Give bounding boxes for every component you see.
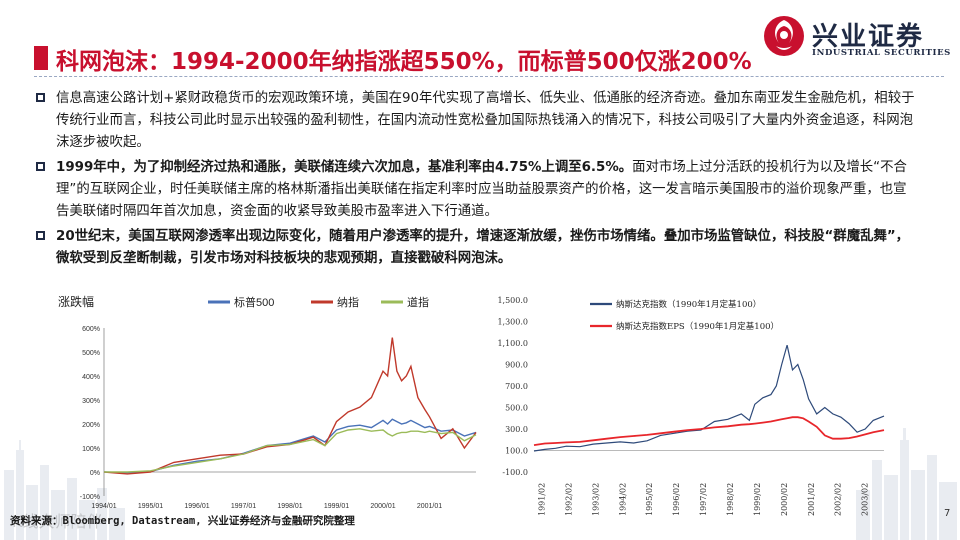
x-tick-group: 2003/02	[861, 483, 870, 516]
x-tick-label: 1996/01	[184, 503, 209, 510]
y-tick-label: 100.0	[505, 447, 528, 456]
y-tick-label: 300.0	[505, 425, 528, 434]
x-tick-label: 2003/02	[861, 483, 870, 516]
page-number: 7	[944, 508, 951, 519]
x-tick-label: 1997/02	[699, 483, 708, 516]
y-tick-label: 1,100.0	[497, 339, 528, 348]
x-tick-label: 2000/01	[370, 503, 395, 510]
x-tick-group: 2001/02	[807, 483, 816, 516]
series-line	[104, 428, 477, 473]
title-divider	[34, 76, 944, 77]
x-tick-label: 1993/02	[591, 483, 600, 516]
x-tick-group: 1993/02	[591, 483, 600, 516]
bullet-text: 信息高速公路计划+紧财政稳货币的宏观政策环境，美国在90年代实现了高增长、低失业…	[56, 91, 915, 150]
series-line	[533, 344, 885, 452]
legend-label: 纳指	[337, 295, 359, 309]
y-tick-label: 200%	[82, 422, 100, 429]
x-tick-label: 1999/02	[753, 483, 762, 516]
y-tick-label: 1,300.0	[497, 318, 528, 327]
x-tick-label: 1996/02	[672, 483, 681, 516]
skyline-decoration	[4, 440, 125, 540]
title-accent-bar	[34, 46, 48, 70]
y-tick-label: 900.0	[505, 361, 528, 370]
y-tick-label: 100%	[82, 446, 100, 453]
chart-nasdaq-vs-eps: -100.0 100.0 300.0 500.0 700.0 900.0 1,100.0 1,…	[497, 296, 885, 516]
bullet-text: 面对市场上过分活跃的投机行为以及增长“不合理”的互联网企业，时任美联储主席的格林…	[56, 160, 907, 219]
x-tick-label: 2001/02	[807, 483, 816, 516]
legend-label: 纳斯达克指数（1990年1月定基100）	[616, 299, 761, 310]
x-tick-group: 1997/02	[699, 483, 708, 516]
x-tick-group: 1996/02	[672, 483, 681, 516]
bullet-item: 1999年中，为了抑制经济过热和通胀，美联储连续六次加息，基准利率由4.75%上…	[36, 157, 916, 223]
x-tick-group: 1991/02	[538, 483, 547, 516]
x-tick-label: 2002/02	[834, 483, 843, 516]
y-tick-label: 700.0	[505, 382, 528, 391]
chart-index-returns: 涨跌幅 标普500 纳指 道指 -100% 0% 100% 200% 300% 400% 500% 6…	[58, 294, 477, 510]
watermark: K线大师陪伴	[12, 512, 103, 531]
bullet-item: 信息高速公路计划+紧财政稳货币的宏观政策环境，美国在90年代实现了高增长、低失业…	[36, 88, 916, 154]
y-tick-label: 400%	[82, 374, 100, 381]
x-tick-group: 1999/02	[753, 483, 762, 516]
y-tick-label: 1,500.0	[497, 296, 528, 305]
bullet-list: 信息高速公路计划+紧财政稳货币的宏观政策环境，美国在90年代实现了高增长、低失业…	[36, 88, 916, 273]
series-line	[103, 337, 477, 475]
series-line	[533, 416, 885, 446]
y-tick-label: 300%	[82, 398, 100, 405]
x-tick-label: 1992/02	[565, 483, 574, 516]
x-tick-label: 1998/02	[726, 483, 735, 516]
legend-label: 标普500	[234, 295, 274, 309]
x-tick-label: 1997/01	[231, 503, 256, 510]
company-logo: 兴业证券 INDUSTRIAL SECURITIES	[762, 14, 952, 62]
source-note: 资料来源：Bloomberg, Datastream, 兴业证券经济与金融研究院…	[10, 515, 355, 527]
x-tick-label: 1991/02	[538, 483, 547, 516]
y-tick-label: -100.0	[502, 468, 528, 477]
x-tick-group: 2002/02	[834, 483, 843, 516]
logo-chinese-name: 兴业证券	[812, 22, 925, 52]
bullet-item: 20世纪末，美国互联网渗透率出现边际变化，随着用户渗透率的提升，增速逐渐放缓，挫…	[36, 226, 916, 270]
y-tick-label: 500%	[82, 350, 100, 357]
x-tick-group: 1995/02	[645, 483, 654, 516]
x-tick-label: 2000/02	[780, 483, 789, 516]
y-tick-label: -100%	[80, 494, 100, 501]
skyline-decoration-right	[856, 428, 957, 540]
bullet-bold-text: 20世纪末，美国互联网渗透率出现边际变化，随着用户渗透率的提升，增速逐渐放缓，挫…	[56, 229, 910, 266]
y-tick-label: 500.0	[505, 404, 528, 413]
bullet-square-icon	[36, 93, 45, 102]
chart-title: 涨跌幅	[58, 294, 94, 309]
x-tick-label: 1995/01	[138, 503, 163, 510]
x-tick-label: 1994/01	[91, 503, 116, 510]
series-line	[103, 418, 477, 474]
legend-label: 纳斯达克指数EPS（1990年1月定基100）	[616, 321, 779, 332]
y-tick-label: 600%	[82, 326, 100, 333]
x-tick-label: 1998/01	[277, 503, 302, 510]
page-title: 科网泡沫：1994-2000年纳指涨超550%，而标普500仅涨200%	[56, 49, 752, 75]
x-tick-label: 2001/01	[417, 503, 442, 510]
x-tick-label: 1995/02	[645, 483, 654, 516]
x-tick-group: 1994/02	[618, 483, 627, 516]
bullet-square-icon	[36, 162, 45, 171]
logo-mark-icon	[764, 16, 804, 56]
x-tick-group: 1998/02	[726, 483, 735, 516]
bullet-square-icon	[36, 231, 45, 240]
x-tick-group: 2000/02	[780, 483, 789, 516]
x-tick-group: 1992/02	[565, 483, 574, 516]
x-tick-label: 1999/01	[324, 503, 349, 510]
legend-label: 道指	[407, 295, 429, 309]
x-tick-label: 1994/02	[618, 483, 627, 516]
y-tick-label: 0%	[90, 470, 100, 477]
bullet-bold-text: 1999年中，为了抑制经济过热和通胀，美联储连续六次加息，基准利率由4.75%上…	[56, 160, 633, 175]
logo-english-name: INDUSTRIAL SECURITIES	[812, 48, 951, 58]
